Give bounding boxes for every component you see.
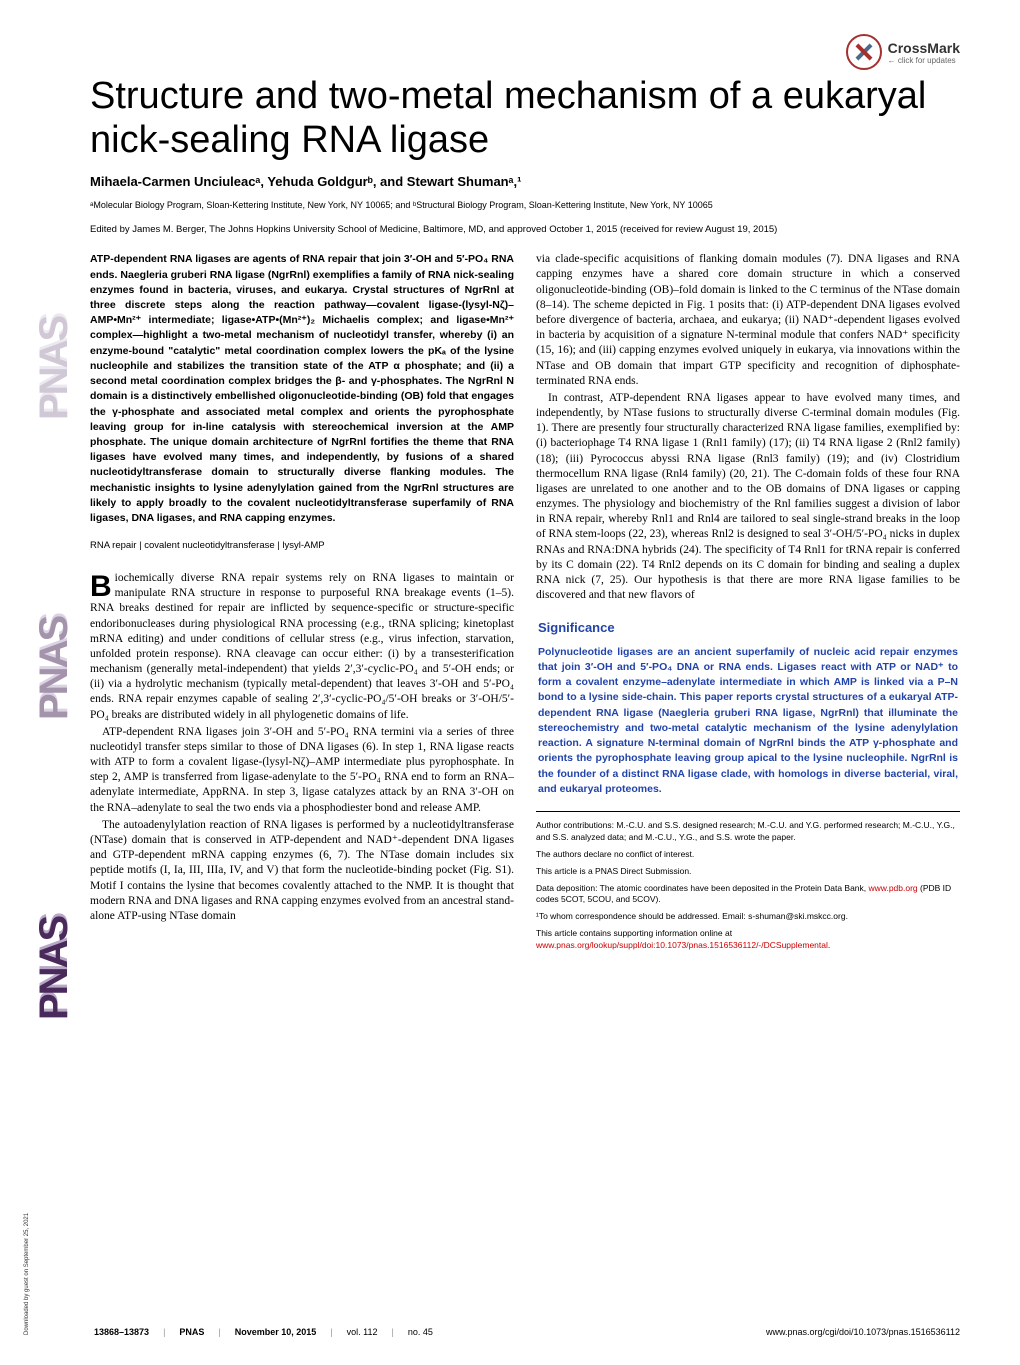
body-para-3: The autoadenylylation reaction of RNA li… [90,818,514,924]
correspondence: ¹To whom correspondence should be addres… [536,911,960,923]
pdb-link[interactable]: www.pdb.org [869,883,918,893]
significance-text: Polynucleotide ligases are an ancient su… [538,645,958,797]
col2-para-2: In contrast, ATP-dependent RNA ligases a… [536,391,960,603]
crossmark-badge[interactable]: CrossMark ← click for updates [846,34,960,70]
article-title: Structure and two-metal mechanism of a e… [90,75,960,162]
body-para-1: iochemically diverse RNA repair systems … [90,572,514,721]
col2-para-1: via clade-specific acquisitions of flank… [536,252,960,389]
crossmark-icon [846,34,882,70]
dropcap: B [90,571,115,600]
two-column-layout: ATP-dependent RNA ligases are agents of … [90,252,960,957]
affiliations: ᵃMolecular Biology Program, Sloan-Ketter… [90,199,960,212]
body-text-right: via clade-specific acquisitions of flank… [536,252,960,603]
edited-by: Edited by James M. Berger, The Johns Hop… [90,224,960,236]
footer-date: November 10, 2015 [231,1327,321,1337]
data-deposition: Data deposition: The atomic coordinates … [536,883,960,907]
footer-url: www.pnas.org/cgi/doi/10.1073/pnas.151653… [766,1327,960,1337]
conflict-statement: The authors declare no conflict of inter… [536,849,960,861]
page-footer: 13868–13873 | PNAS | November 10, 2015 |… [90,1327,960,1337]
keywords: RNA repair | covalent nucleotidyltransfe… [90,540,514,553]
crossmark-label: CrossMark [888,40,960,56]
crossmark-sublabel: ← click for updates [888,56,960,65]
footer-journal: PNAS [175,1327,208,1337]
download-note: Downloaded by guest on September 25, 202… [24,1213,30,1335]
page-content: CrossMark ← click for updates Structure … [0,0,1020,987]
significance-box: Significance Polynucleotide ligases are … [536,619,960,797]
significance-title: Significance [538,619,958,637]
supplemental-info: This article contains supporting informa… [536,928,960,952]
submission-type: This article is a PNAS Direct Submission… [536,866,960,878]
supplemental-link[interactable]: www.pnas.org/lookup/suppl/doi:10.1073/pn… [536,940,828,950]
right-column: via clade-specific acquisitions of flank… [536,252,960,957]
footer-vol: vol. 112 [343,1327,382,1337]
footer-no: no. 45 [404,1327,437,1337]
body-text-left: Biochemically diverse RNA repair systems… [90,571,514,924]
page-range: 13868–13873 [90,1327,153,1337]
abstract: ATP-dependent RNA ligases are agents of … [90,252,514,526]
footer-left: 13868–13873 | PNAS | November 10, 2015 |… [90,1327,437,1337]
author-contributions: Author contributions: M.-C.U. and S.S. d… [536,820,960,844]
body-para-2: ATP-dependent RNA ligases join 3′-OH and… [90,725,514,816]
footer-notes: Author contributions: M.-C.U. and S.S. d… [536,811,960,952]
left-column: ATP-dependent RNA ligases are agents of … [90,252,514,957]
authors: Mihaela-Carmen Unciuleacᵃ, Yehuda Goldgu… [90,174,960,189]
